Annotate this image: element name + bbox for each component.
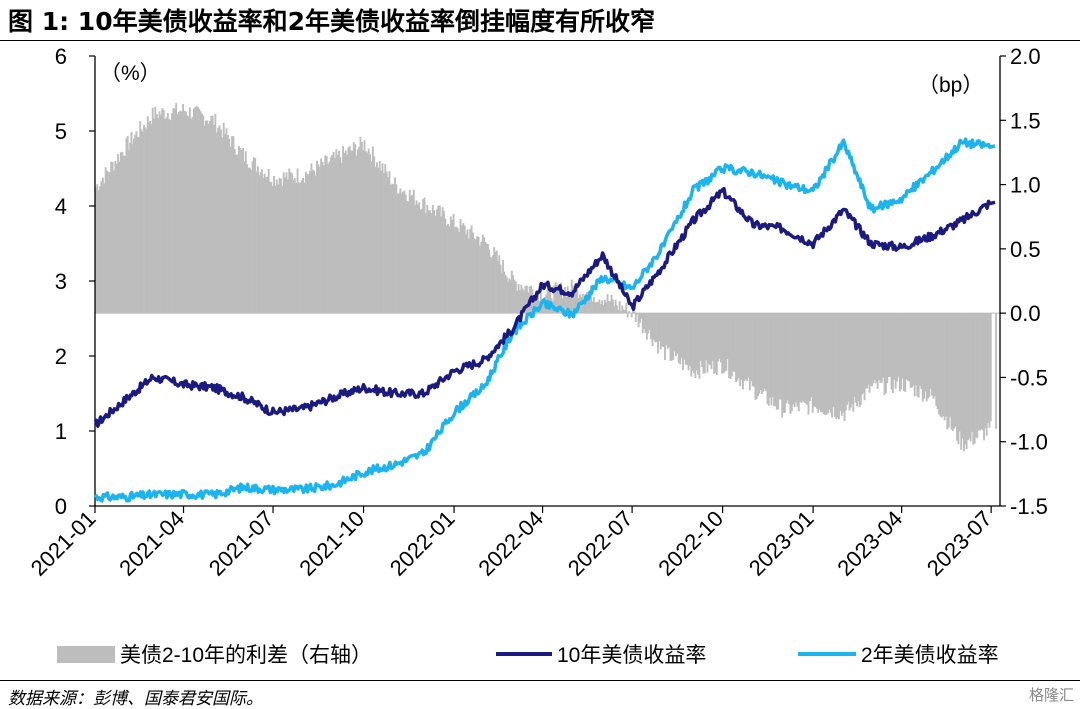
- chart-title: 图 1: 10年美债收益率和2年美债收益率倒挂幅度有所收窄: [8, 2, 655, 38]
- right-tick-label: -1.0: [1010, 430, 1048, 455]
- legend-swatch-spread: [57, 646, 115, 663]
- spread-bar: [631, 313, 633, 317]
- left-tick-label: 5: [55, 119, 67, 144]
- right-tick-label: 2.0: [1010, 44, 1041, 69]
- spread-bar: [627, 313, 629, 317]
- right-tick-label: -1.5: [1010, 494, 1048, 519]
- x-tick-label: 2022-01: [385, 506, 460, 581]
- legend-label-10-year: 10年美债收益率: [557, 644, 706, 667]
- x-tick-label: 2023-07: [922, 506, 997, 581]
- spread-bars: [95, 103, 1000, 451]
- x-tick-label: 2021-10: [294, 506, 369, 581]
- spread-bar: [995, 313, 997, 429]
- spread-bar: [990, 313, 992, 421]
- x-tick-label: 2022-04: [473, 506, 548, 581]
- right-tick-label: 0.0: [1010, 301, 1041, 326]
- right-axis-unit: （bp）: [918, 74, 983, 97]
- legend-label-spread: 美债2-10年的利差（右轴）: [120, 644, 372, 667]
- left-tick-label: 1: [55, 419, 67, 444]
- x-tick-label: 2021-04: [114, 506, 189, 581]
- right-axis-ticks: -1.5 -1.0 -0.5 0.0 0.5 1.0 1.5 2.0: [1000, 44, 1048, 519]
- left-tick-label: 4: [55, 194, 67, 219]
- x-tick-label: 2021-07: [204, 506, 279, 581]
- footer-rule: [0, 680, 1080, 681]
- right-tick-label: 1.0: [1010, 173, 1041, 198]
- legend-label-2-year: 2年美债收益率: [861, 644, 999, 667]
- left-tick-label: 0: [55, 494, 67, 519]
- source-note: 数据来源：彭博、国泰君安国际。: [8, 684, 263, 709]
- left-tick-label: 6: [55, 44, 67, 69]
- left-tick-label: 3: [55, 269, 67, 294]
- spread-bar: [625, 303, 627, 313]
- spread-bar: [635, 313, 637, 322]
- left-tick-label: 2: [55, 344, 67, 369]
- left-axis-unit: （%）: [100, 62, 161, 85]
- x-tick-label: 2023-01: [744, 506, 819, 581]
- x-tick-label: 2022-10: [653, 506, 728, 581]
- right-tick-label: 0.5: [1010, 237, 1041, 262]
- chart-area: 0 1 2 3 4 5 6 -1.5 -1.0 -0.5 0.0 0.5 1.0 1.5 2.0 2021…: [0, 40, 1080, 680]
- legend: 美债2-10年的利差（右轴） 10年美债收益率 2年美债收益率: [57, 644, 999, 667]
- x-tick-label: 2023-04: [832, 506, 907, 581]
- right-tick-label: 1.5: [1010, 108, 1041, 133]
- x-tick-label: 2022-07: [563, 506, 638, 581]
- right-tick-label: -0.5: [1010, 365, 1048, 390]
- left-axis-ticks: 0 1 2 3 4 5 6: [55, 44, 95, 519]
- watermark-logo: 格隆汇: [1029, 684, 1074, 705]
